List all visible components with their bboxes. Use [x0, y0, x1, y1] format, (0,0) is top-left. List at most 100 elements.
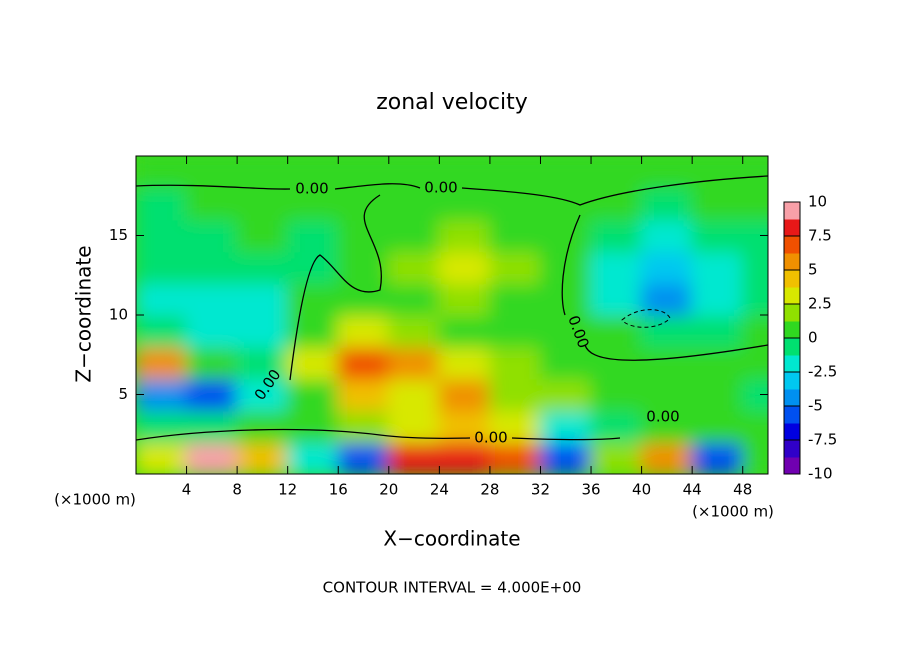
colorbar-swatch	[784, 440, 800, 458]
colorbar-swatch	[784, 236, 800, 254]
field-cell	[337, 409, 390, 444]
field-cell	[488, 250, 542, 285]
field-cell	[741, 186, 768, 221]
field-cell	[438, 218, 491, 253]
field-cell	[286, 186, 340, 221]
field-cell	[590, 345, 643, 380]
field-cell	[387, 218, 441, 253]
field-cell	[286, 282, 340, 316]
field-cell	[691, 409, 744, 444]
x-tick-label: 12	[278, 481, 297, 499]
field-cell	[236, 314, 289, 348]
field-cell	[286, 218, 340, 253]
x-tick-label: 32	[531, 481, 550, 499]
x-axis-label: X−coordinate	[383, 527, 520, 551]
contour-line	[289, 194, 382, 381]
field-cell	[438, 282, 491, 316]
colorbar-swatch	[784, 304, 800, 322]
colorbar-tick-label: -7.5	[808, 431, 837, 449]
x-tick-label: 24	[430, 481, 449, 499]
y-tick-label: 15	[109, 226, 128, 244]
contour-line	[621, 309, 671, 328]
colorbar-tick-label: 5	[808, 261, 818, 279]
field-cell	[337, 282, 390, 316]
field-cell	[337, 186, 390, 221]
field-cell	[185, 250, 239, 285]
field-cell	[136, 409, 188, 444]
field-cell	[691, 441, 744, 474]
colorbar-tick-label: -2.5	[808, 363, 837, 381]
field-cell	[488, 377, 542, 412]
chart-title: zonal velocity	[376, 90, 528, 115]
field-cell	[539, 345, 593, 380]
field-cell	[286, 156, 340, 189]
field-cell	[691, 314, 744, 348]
field-cell	[590, 282, 643, 316]
field-cell	[387, 441, 441, 474]
field-cell	[286, 409, 340, 444]
field-cell	[741, 409, 768, 444]
colorbar-swatch	[784, 372, 800, 390]
field-cell	[640, 345, 694, 380]
field-cell	[337, 314, 390, 348]
x-tick-label: 28	[480, 481, 499, 499]
field-cell	[741, 156, 768, 189]
field-cell	[590, 156, 643, 189]
field-cell	[136, 282, 188, 316]
field-cell	[640, 409, 694, 444]
colorbar-tick-label: -5	[808, 397, 823, 415]
field-cell	[337, 156, 390, 189]
field-cell	[136, 377, 188, 412]
x-tick-label: 44	[683, 481, 702, 499]
field-cell	[337, 345, 390, 380]
field-cell	[590, 409, 643, 444]
colorbar-swatch	[784, 389, 800, 407]
field-cell	[590, 441, 643, 474]
field-cell	[438, 156, 491, 189]
field-cell	[185, 314, 239, 348]
field-cell	[236, 282, 289, 316]
y-tick-label: 5	[118, 385, 128, 403]
field-cell	[185, 441, 239, 474]
field-cell	[387, 314, 441, 348]
field-cell	[691, 218, 744, 253]
field-cell	[590, 186, 643, 221]
field-cell	[438, 345, 491, 380]
colorbar-tick-label: 2.5	[808, 295, 832, 313]
field-cell	[185, 156, 239, 189]
colorbar-swatch	[784, 355, 800, 373]
field-cell	[640, 282, 694, 316]
colorbar-swatch	[784, 457, 800, 475]
field-cell	[438, 314, 491, 348]
field-cell	[539, 441, 593, 474]
contour-label: 0.00	[295, 180, 328, 198]
field-cell	[590, 314, 643, 348]
x-unit-label: (×1000 m)	[54, 491, 136, 509]
field-cell	[286, 441, 340, 474]
field-cell	[741, 441, 768, 474]
field-cell	[136, 186, 188, 221]
field-cell	[236, 186, 289, 221]
field-cell	[185, 282, 239, 316]
field-cell	[185, 218, 239, 253]
field-cell	[539, 377, 593, 412]
field-cell	[136, 345, 188, 380]
field-cell	[236, 218, 289, 253]
field-cell	[337, 441, 390, 474]
field-cell	[387, 282, 441, 316]
y-axis-label: Z−coordinate	[72, 245, 96, 382]
colorbar-swatch	[784, 321, 800, 339]
field-cell	[185, 186, 239, 221]
field-cell	[438, 250, 491, 285]
field-cell	[741, 314, 768, 348]
contour-line	[136, 175, 768, 206]
field-cell	[488, 218, 542, 253]
colorbar-swatch	[784, 219, 800, 237]
field-cell	[337, 218, 390, 253]
field-cell	[136, 314, 188, 348]
field-cell	[136, 156, 188, 189]
x-tick-label: 40	[632, 481, 651, 499]
field-cell	[539, 409, 593, 444]
field-cell	[488, 441, 542, 474]
field-cell	[136, 441, 188, 474]
